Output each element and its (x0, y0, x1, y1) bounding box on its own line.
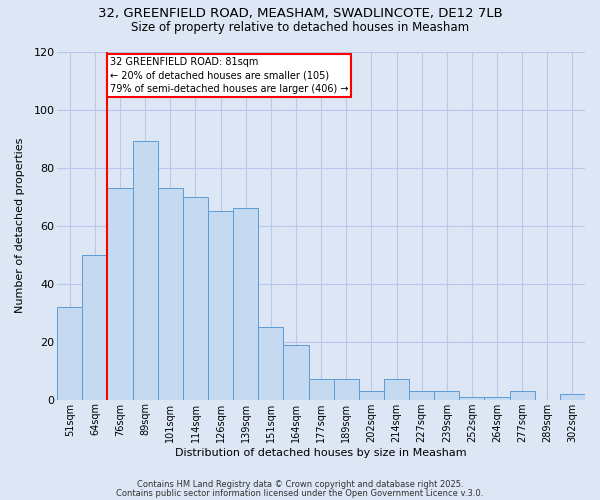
Bar (509, 391, 535, 400)
Bar (208, 211, 233, 400)
Bar (258, 327, 283, 400)
Bar (560, 394, 585, 400)
Bar (308, 380, 334, 400)
Text: Size of property relative to detached houses in Measham: Size of property relative to detached ho… (131, 21, 469, 34)
Bar (158, 188, 183, 400)
Bar (183, 196, 208, 400)
Bar (133, 142, 158, 400)
Text: 32, GREENFIELD ROAD, MEASHAM, SWADLINCOTE, DE12 7LB: 32, GREENFIELD ROAD, MEASHAM, SWADLINCOT… (98, 8, 502, 20)
Bar (82, 254, 107, 400)
Bar (484, 397, 509, 400)
Bar (283, 344, 308, 400)
Bar (57, 307, 82, 400)
Text: Contains public sector information licensed under the Open Government Licence v.: Contains public sector information licen… (116, 488, 484, 498)
Y-axis label: Number of detached properties: Number of detached properties (15, 138, 25, 314)
Text: Contains HM Land Registry data © Crown copyright and database right 2025.: Contains HM Land Registry data © Crown c… (137, 480, 463, 489)
Bar (409, 391, 434, 400)
Text: 32 GREENFIELD ROAD: 81sqm
← 20% of detached houses are smaller (105)
79% of semi: 32 GREENFIELD ROAD: 81sqm ← 20% of detac… (110, 58, 349, 94)
Bar (233, 208, 258, 400)
Bar (334, 380, 359, 400)
Bar (359, 391, 384, 400)
Bar (460, 397, 484, 400)
Bar (107, 188, 133, 400)
Bar (384, 380, 409, 400)
X-axis label: Distribution of detached houses by size in Measham: Distribution of detached houses by size … (175, 448, 467, 458)
Bar (434, 391, 460, 400)
